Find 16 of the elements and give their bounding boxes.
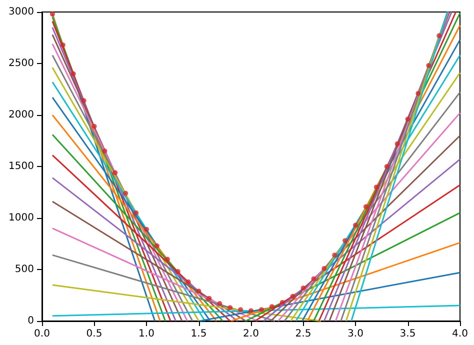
- y-tick-label: 0: [28, 316, 34, 326]
- y-tick-label: 2000: [8, 110, 34, 120]
- x-tick-label: 0.5: [86, 328, 102, 340]
- x-tick-label: 1.0: [138, 328, 154, 340]
- y-tick-label: 1500: [8, 161, 34, 172]
- x-tick-label: 2.0: [243, 328, 259, 340]
- x-tick-label: 4.0: [452, 328, 468, 340]
- x-tick-label: 0.0: [34, 328, 50, 340]
- y-tick-label: 500: [14, 264, 34, 275]
- y-tick-label: 1000: [8, 212, 34, 224]
- x-tick-label: 3.0: [348, 328, 364, 340]
- x-tick-label: 3.5: [400, 328, 416, 340]
- x-tick-label: 1.5: [190, 328, 207, 340]
- y-tick-label: 2500: [8, 58, 34, 69]
- y-tick-label: 3000: [8, 6, 34, 18]
- x-tick-label: 2.5: [295, 328, 312, 340]
